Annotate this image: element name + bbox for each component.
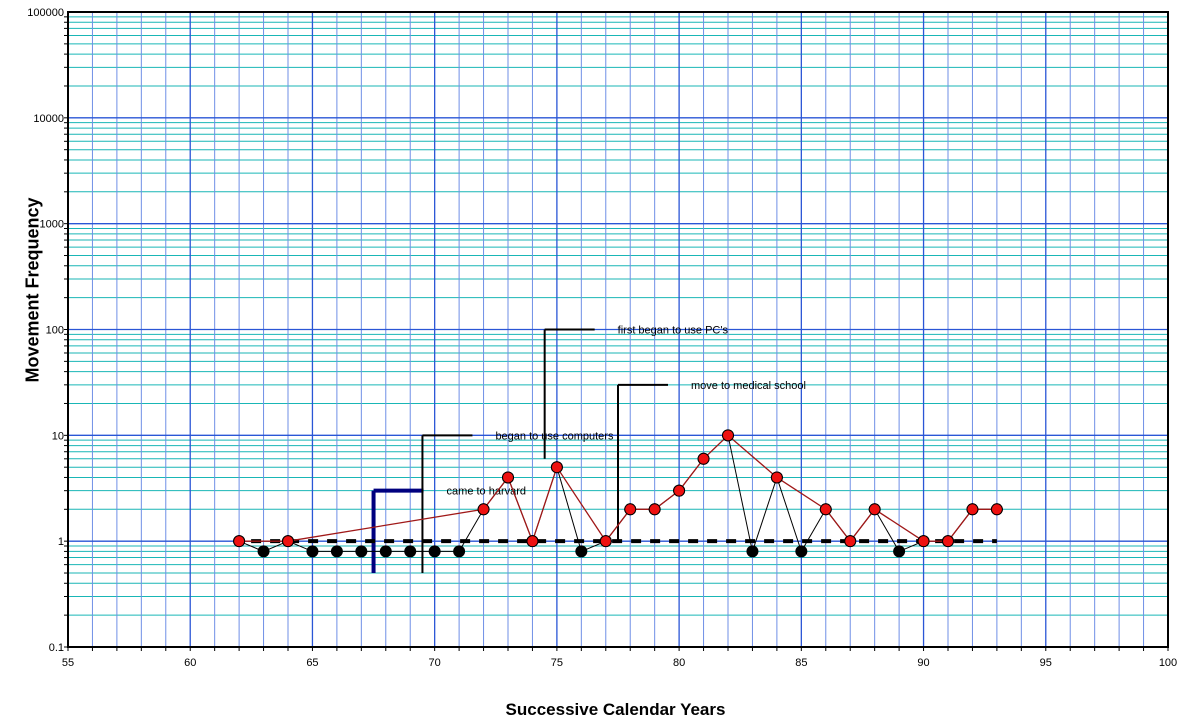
data-point-red: [624, 503, 637, 516]
x-tick-label: 100: [1159, 657, 1177, 669]
data-point-red: [502, 471, 514, 484]
x-tick-label: 65: [306, 657, 318, 669]
data-point-red: [868, 503, 881, 516]
data-point-red: [697, 452, 710, 465]
data-point-red: [770, 471, 783, 484]
series-line-red: [239, 434, 997, 544]
data-point-red: [966, 503, 979, 516]
annotation-label: came to harvard: [447, 486, 526, 498]
data-point-black: [355, 545, 368, 558]
x-tick-label: 90: [917, 657, 929, 669]
y-tick-label: 1000: [40, 219, 64, 231]
y-tick-label: 100000: [27, 7, 64, 19]
x-tick-label: 80: [673, 657, 685, 669]
data-point-red: [526, 535, 539, 548]
chart: 0.1 1 10 100 1000 10000 100000 55 60 65 70 75 80 85 90…: [27, 7, 1177, 669]
data-point-black: [379, 545, 392, 558]
data-point-red: [844, 535, 857, 548]
data-point-red: [673, 484, 686, 497]
data-point-black: [575, 545, 588, 558]
data-point-red: [599, 535, 612, 548]
data-point-black: [428, 545, 441, 558]
annotation-label: move to medical school: [691, 380, 806, 392]
x-axis-title: Successive Calendar Years: [505, 700, 726, 719]
data-point-black: [306, 545, 319, 558]
data-point-red: [917, 535, 930, 548]
data-point-red: [648, 503, 661, 516]
data-point-red: [282, 535, 294, 548]
data-point-black: [257, 545, 270, 558]
x-tick-label: 70: [429, 657, 441, 669]
data-point-red: [819, 503, 832, 516]
y-tick-label: 10000: [33, 113, 64, 125]
x-tick-label: 60: [184, 657, 196, 669]
data-point-black: [893, 545, 906, 558]
x-tick-label: 75: [551, 657, 563, 669]
annotation-label: began to use computers: [495, 430, 614, 442]
data-point-red: [722, 429, 734, 442]
data-point-red: [942, 535, 954, 548]
x-tick-label: 55: [62, 657, 74, 669]
data-point-red: [550, 461, 563, 474]
data-point-red: [477, 503, 490, 516]
data-point-black: [404, 545, 417, 558]
x-tick-label: 95: [1040, 657, 1052, 669]
data-point-black: [795, 545, 808, 558]
data-point-red: [233, 535, 246, 548]
y-tick-label: 100: [46, 325, 64, 337]
y-tick-label: 10: [52, 430, 64, 442]
data-point-black: [453, 545, 466, 558]
annotation-label: first began to use PC's: [618, 325, 729, 337]
x-tick-label: 85: [795, 657, 807, 669]
data-point-black: [330, 545, 343, 558]
y-tick-label: 1: [58, 536, 64, 548]
data-point-black: [746, 545, 759, 558]
data-point-red: [990, 503, 1003, 516]
y-tick-label: 0.1: [49, 642, 64, 654]
